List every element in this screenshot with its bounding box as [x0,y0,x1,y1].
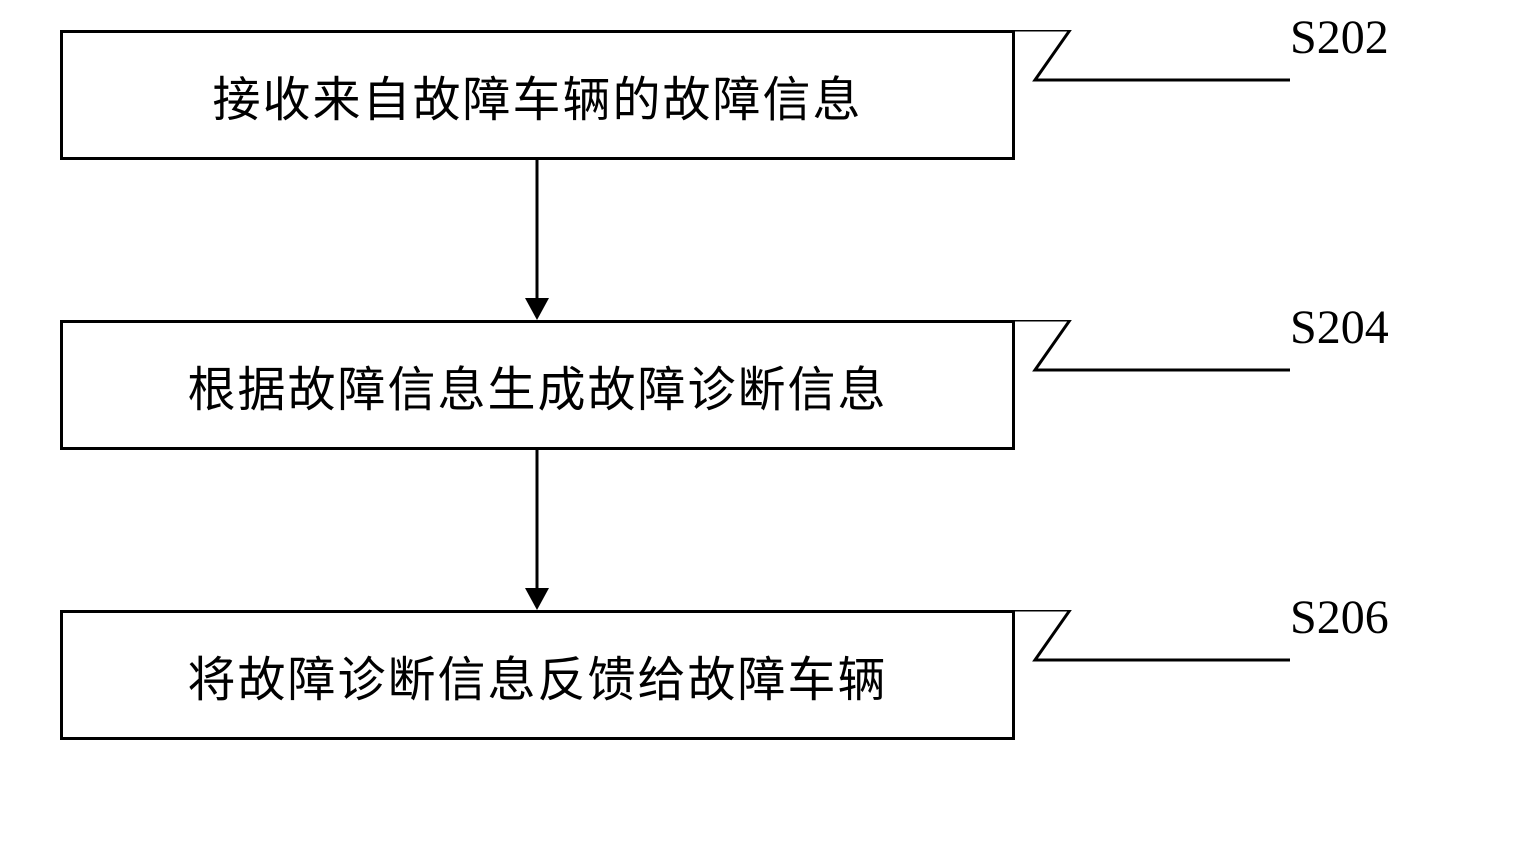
callout-line [1015,320,1295,390]
node-text: 根据故障信息生成故障诊断信息 [187,350,887,420]
step-label: S206 [1290,590,1389,645]
node-text: 接收来自故障车辆的故障信息 [212,60,862,130]
flowchart-node: 根据故障信息生成故障诊断信息 [60,320,1015,450]
node-text: 将故障诊断信息反馈给故障车辆 [187,640,887,710]
arrow-connector [519,450,555,610]
step-label: S204 [1290,300,1389,355]
flowchart-node: 接收来自故障车辆的故障信息 [60,30,1015,160]
callout-line [1015,610,1295,680]
arrow-connector [519,160,555,320]
flowchart-node: 将故障诊断信息反馈给故障车辆 [60,610,1015,740]
step-label: S202 [1290,10,1389,65]
callout-line [1015,30,1295,100]
